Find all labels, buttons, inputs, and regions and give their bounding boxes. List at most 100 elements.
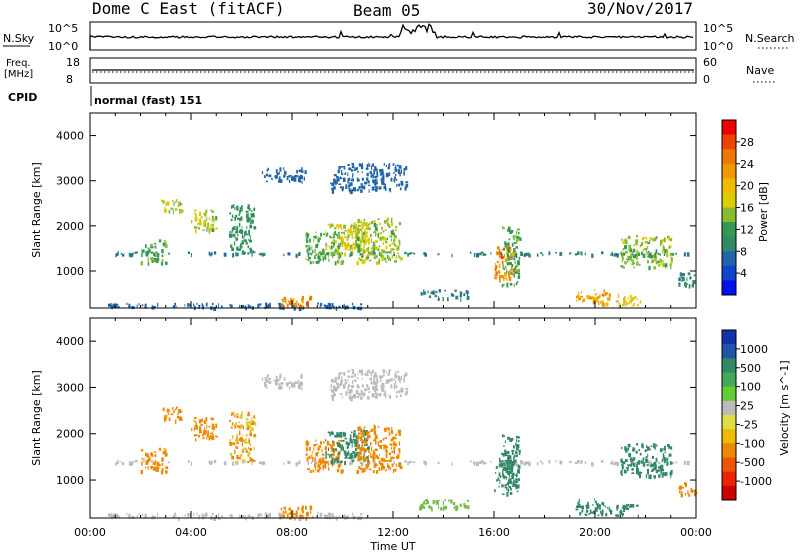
data-cell: [316, 260, 320, 264]
data-cell: [542, 253, 544, 256]
data-cell: [580, 251, 583, 256]
data-cell: [621, 250, 623, 255]
data-cell: [357, 435, 360, 440]
data-cell: [479, 252, 482, 256]
data-cell: [141, 249, 143, 252]
data-cell: [600, 300, 602, 304]
data-cell: [288, 252, 291, 255]
data-cell: [393, 232, 395, 236]
data-cell: [371, 165, 373, 171]
data-cell: [372, 458, 375, 463]
data-cell: [407, 253, 409, 257]
data-cell: [349, 253, 352, 257]
data-cell: [327, 254, 329, 258]
data-cell: [306, 233, 310, 237]
data-cell: [248, 437, 250, 442]
data-cell: [669, 238, 672, 241]
data-cell: [625, 303, 627, 306]
data-cell: [686, 460, 690, 466]
data-cell: [198, 211, 202, 216]
data-cell: [496, 246, 499, 249]
data-cell: [381, 382, 385, 387]
data-cell: [579, 511, 582, 516]
data-cell: [498, 475, 501, 477]
data-cell: [385, 219, 388, 222]
data-cell: [351, 443, 353, 448]
data-cell: [364, 222, 367, 227]
data-cell: [128, 303, 131, 308]
data-cell: [390, 384, 393, 389]
data-cell: [383, 220, 387, 224]
data-cell: [359, 228, 362, 231]
data-cell: [250, 419, 253, 423]
data-cell: [166, 201, 168, 205]
data-cell: [627, 464, 629, 466]
data-cell: [301, 507, 304, 512]
data-cell: [385, 165, 387, 168]
data-cell: [382, 180, 385, 186]
data-cell: [339, 253, 342, 258]
data-cell: [332, 240, 335, 243]
data-cell: [388, 434, 391, 436]
data-cell: [647, 471, 649, 475]
data-cell: [319, 304, 321, 308]
data-cell: [336, 260, 340, 264]
data-cell: [394, 176, 396, 179]
data-cell: [292, 297, 295, 302]
data-cell: [162, 407, 165, 411]
data-cell: [199, 222, 202, 226]
data-cell: [657, 252, 660, 255]
data-cell: [362, 458, 366, 462]
data-cell: [335, 516, 338, 521]
data-cell: [508, 256, 511, 261]
data-cell: [110, 303, 112, 307]
data-cell: [499, 251, 502, 254]
data-cell: [233, 226, 236, 230]
data-cell: [176, 407, 178, 409]
velocity-colorbar-swatch: [722, 344, 736, 359]
data-cell: [650, 465, 653, 468]
data-cell: [509, 257, 513, 260]
data-cell: [333, 462, 336, 465]
data-cell: [506, 269, 508, 274]
data-cell: [513, 241, 517, 244]
data-cell: [507, 242, 510, 246]
data-cell: [278, 176, 281, 180]
data-cell: [278, 387, 281, 390]
data-cell: [278, 178, 281, 183]
data-cell: [347, 375, 351, 378]
data-cell: [391, 254, 394, 259]
data-cell: [347, 234, 350, 238]
data-cell: [297, 379, 300, 382]
data-cell: [496, 479, 498, 482]
data-cell: [306, 457, 308, 462]
data-cell: [211, 433, 214, 437]
data-cell: [318, 257, 321, 262]
data-cell: [324, 257, 327, 261]
power-region: [355, 217, 403, 266]
data-cell: [247, 426, 250, 428]
data-cell: [322, 252, 325, 256]
data-cell: [390, 430, 394, 434]
data-cell: [615, 253, 618, 257]
data-cell: [592, 510, 596, 515]
data-cell: [211, 216, 215, 221]
data-cell: [399, 172, 401, 177]
nsky-panel: [89, 21, 697, 51]
data-cell: [602, 302, 604, 307]
data-cell: [559, 253, 561, 256]
data-cell: [200, 216, 203, 219]
data-cell: [315, 244, 319, 247]
data-cell: [278, 180, 281, 183]
data-cell: [391, 219, 393, 223]
velocity-colorbar-frame: [721, 329, 737, 501]
data-cell: [428, 505, 431, 509]
data-cell: [321, 448, 323, 453]
data-cell: [404, 460, 407, 463]
data-cell: [291, 176, 295, 178]
data-cell: [507, 226, 510, 229]
data-cell: [340, 372, 344, 375]
data-cell: [483, 253, 487, 256]
data-cell: [381, 465, 385, 470]
data-cell: [384, 390, 386, 395]
